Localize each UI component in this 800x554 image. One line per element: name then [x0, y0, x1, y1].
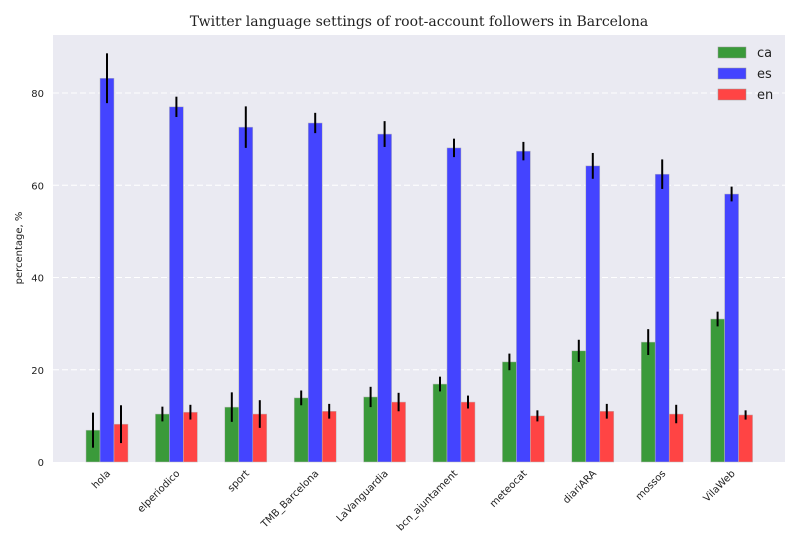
bar-en [460, 401, 476, 463]
bar-es [724, 193, 739, 463]
bar-ca [571, 350, 587, 463]
y-tick-label: 60 [31, 181, 44, 192]
bar-en [530, 415, 545, 463]
x-tick-label: TMB_Barcelona [259, 468, 322, 531]
bar-en [738, 414, 753, 463]
x-tick-label: bcn_ajuntament [395, 468, 460, 533]
x-tick-label: diariARA [561, 468, 599, 506]
y-tick-label: 0 [38, 458, 44, 469]
bar-ca [640, 341, 656, 463]
bar-es [654, 173, 670, 463]
x-tick-label: elperiodico [136, 468, 183, 515]
x-tick-label: sport [226, 468, 252, 494]
x-tick-label: meteocat [488, 468, 530, 510]
bar-es [516, 150, 531, 463]
y-tick-label: 20 [31, 366, 44, 377]
legend: ca es en [717, 46, 773, 103]
legend-swatch-en [717, 88, 747, 101]
y-axis-label: percentage, % [14, 212, 25, 285]
bar-en [321, 411, 337, 463]
x-tick-label: hola [90, 468, 113, 491]
y-tick-label: 80 [31, 89, 44, 100]
bar-en [599, 411, 615, 463]
x-tick-label: VilaWeb [702, 468, 738, 504]
x-tick-label: mossos [634, 468, 668, 502]
bar-es [99, 77, 115, 463]
bar-en [183, 411, 198, 463]
bar-ca [502, 361, 517, 463]
y-tick-label: 40 [31, 274, 44, 285]
legend-label: ca [757, 46, 772, 61]
bar-es [169, 106, 184, 463]
plot-area [53, 35, 785, 462]
bar-es [446, 147, 462, 463]
bar-es [377, 133, 392, 463]
legend-swatch-es [717, 67, 747, 80]
legend-label: es [757, 67, 772, 82]
bar-ca [710, 318, 725, 463]
legend-swatch-ca [717, 46, 747, 59]
bar-ca [293, 397, 309, 463]
bar-ca [432, 383, 448, 463]
x-tick-label: LaVanguardia [335, 468, 391, 524]
bar-es [238, 126, 254, 463]
chart-title: Twitter language settings of root-accoun… [190, 14, 648, 30]
bar-es [585, 165, 601, 463]
bar-es [307, 122, 323, 463]
legend-label: en [757, 88, 773, 103]
